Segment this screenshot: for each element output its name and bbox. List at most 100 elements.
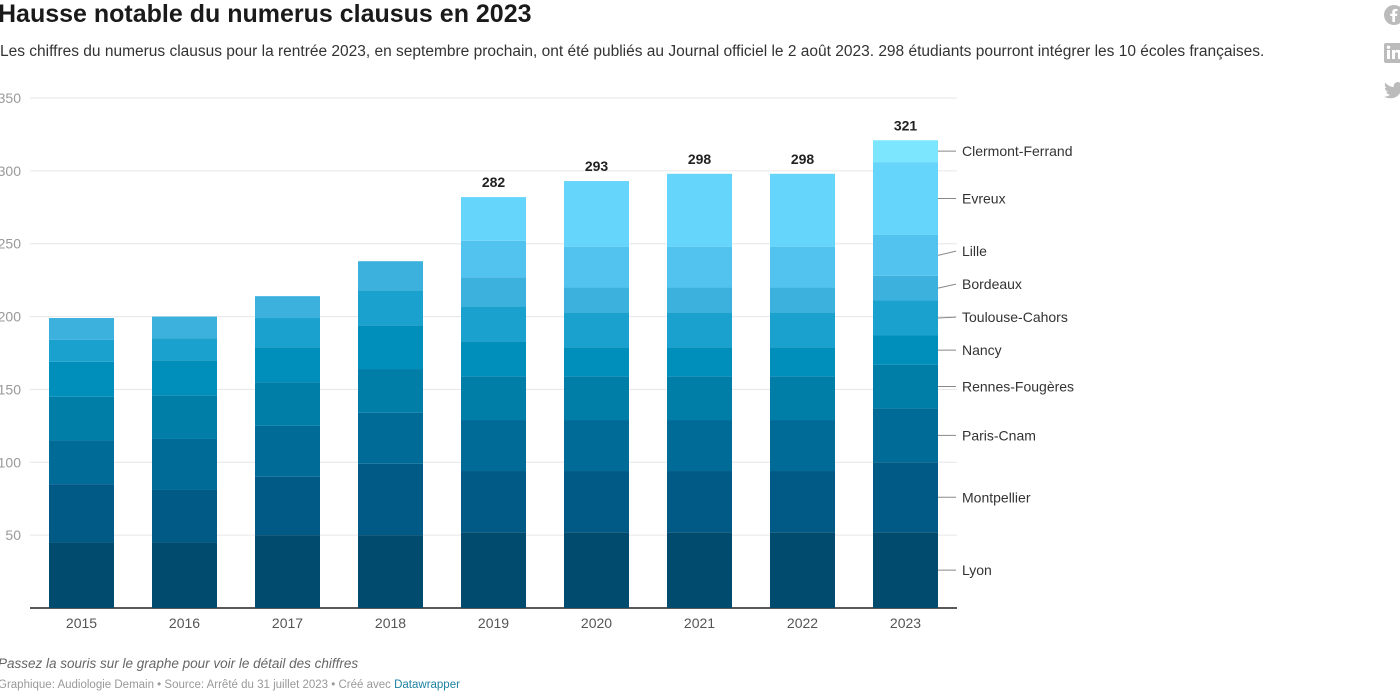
bar-segment[interactable] (152, 316, 217, 339)
bar-segment[interactable] (667, 312, 732, 348)
bar-segment[interactable] (49, 542, 114, 608)
label-connector-line (937, 250, 957, 256)
x-tick-label: 2016 (169, 615, 200, 631)
series-label: Montpellier (962, 489, 1031, 505)
series-label: Rennes-Fougères (962, 379, 1074, 395)
bar-segment[interactable] (255, 382, 320, 426)
bar-segment[interactable] (873, 408, 938, 463)
bar-segment[interactable] (770, 532, 835, 608)
bar-segment[interactable] (358, 369, 423, 413)
series-label: Bordeaux (962, 276, 1022, 292)
bar-segment[interactable] (667, 287, 732, 313)
bar-segment[interactable] (873, 140, 938, 163)
bar-segment[interactable] (873, 162, 938, 235)
bar-segment[interactable] (255, 535, 320, 608)
twitter-icon[interactable] (1383, 79, 1400, 101)
bar-segment[interactable] (358, 261, 423, 291)
bar-segment[interactable] (358, 290, 423, 326)
bar-segment[interactable] (667, 347, 732, 377)
bar-segment[interactable] (152, 395, 217, 439)
bar-segment[interactable] (667, 246, 732, 288)
bar-segment[interactable] (152, 438, 217, 490)
bar-segment[interactable] (152, 360, 217, 396)
bar-segment[interactable] (461, 240, 526, 278)
bar-segment[interactable] (873, 364, 938, 409)
bar-segment[interactable] (770, 312, 835, 348)
bar-segment[interactable] (564, 532, 629, 608)
facebook-icon[interactable] (1383, 4, 1400, 26)
y-tick-label: 200 (0, 309, 21, 325)
bar-segment[interactable] (564, 471, 629, 533)
bar-segment[interactable] (564, 246, 629, 288)
datawrapper-link[interactable]: Datawrapper (394, 679, 460, 691)
bar-segment[interactable] (770, 287, 835, 313)
bar-segment[interactable] (873, 335, 938, 365)
label-connector-line (937, 283, 957, 289)
bar-segment[interactable] (873, 532, 938, 608)
bar-segment[interactable] (152, 338, 217, 361)
bar-segment[interactable] (564, 347, 629, 377)
total-label: 298 (688, 151, 712, 167)
y-tick-label: 150 (0, 381, 21, 397)
bar-segment[interactable] (770, 347, 835, 377)
y-tick-label: 250 (0, 236, 21, 252)
bar-segment[interactable] (49, 339, 114, 362)
bar-segment[interactable] (49, 396, 114, 441)
bar-segment[interactable] (564, 287, 629, 313)
bar-segment[interactable] (564, 181, 629, 247)
bar-segment[interactable] (873, 462, 938, 533)
bar-segment[interactable] (873, 275, 938, 301)
bar-segment[interactable] (564, 376, 629, 421)
bar-segment[interactable] (667, 532, 732, 608)
bar-segment[interactable] (770, 471, 835, 533)
series-label: Lyon (962, 562, 992, 578)
linkedin-icon[interactable] (1383, 42, 1400, 64)
bar-segment[interactable] (770, 246, 835, 288)
bar-segment[interactable] (667, 173, 732, 247)
bar-segment[interactable] (358, 325, 423, 370)
bar-segment[interactable] (667, 420, 732, 472)
bar-segment[interactable] (873, 300, 938, 336)
bar-segment[interactable] (461, 376, 526, 421)
bar-segment[interactable] (358, 412, 423, 464)
bar-segment[interactable] (152, 489, 217, 543)
bar-segment[interactable] (564, 312, 629, 348)
bar-segment[interactable] (49, 318, 114, 340)
bar-segment[interactable] (255, 296, 320, 319)
bar-segment[interactable] (667, 376, 732, 421)
bar-segment[interactable] (461, 197, 526, 241)
bars: 2015 2016 2017 2018 2019 282 2020 293 2021 298 202… (49, 117, 938, 631)
x-tick-label: 2017 (272, 615, 303, 631)
bar-segment[interactable] (770, 173, 835, 247)
bar-segment[interactable] (49, 361, 114, 397)
bar-segment[interactable] (255, 425, 320, 477)
bar-segment[interactable] (255, 347, 320, 383)
bar-segment[interactable] (358, 463, 423, 536)
byline-text: Graphique: Audiologie Demain • Source: A… (0, 679, 395, 691)
bar-segment[interactable] (255, 476, 320, 536)
bar-segment[interactable] (49, 440, 114, 485)
x-tick-label: 2023 (890, 615, 921, 631)
bar-segment[interactable] (49, 484, 114, 543)
bar-segment[interactable] (461, 306, 526, 342)
bar-segment[interactable] (461, 471, 526, 533)
bar-segment[interactable] (358, 535, 423, 608)
bar-segment[interactable] (564, 420, 629, 472)
bar-segment[interactable] (461, 341, 526, 377)
bar-segment[interactable] (461, 420, 526, 472)
bar-segment[interactable] (770, 420, 835, 472)
series-label: Paris-Cnam (962, 427, 1036, 443)
bar-segment[interactable] (667, 471, 732, 533)
bar-segment[interactable] (461, 277, 526, 307)
bar-segment[interactable] (873, 234, 938, 276)
total-label: 298 (791, 151, 815, 167)
bar-segment[interactable] (461, 532, 526, 608)
y-tick-label: 350 (0, 90, 21, 106)
x-tick-label: 2022 (787, 615, 818, 631)
bar-segment[interactable] (770, 376, 835, 421)
y-tick-label: 300 (0, 163, 21, 179)
bar-segment[interactable] (152, 542, 217, 608)
x-tick-label: 2019 (478, 615, 509, 631)
bar-segment[interactable] (255, 318, 320, 348)
